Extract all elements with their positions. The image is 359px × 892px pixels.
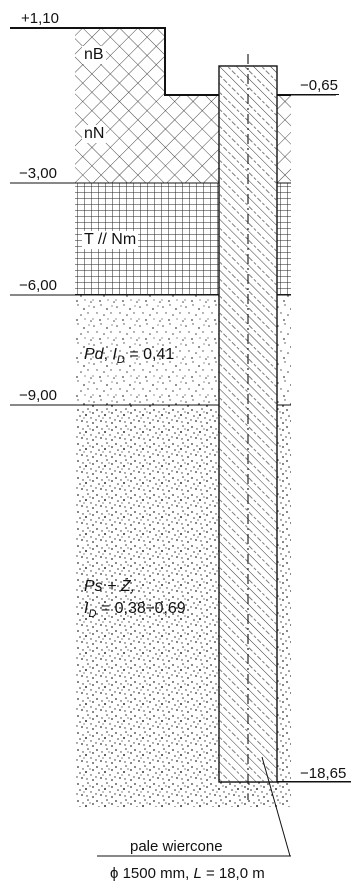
level-underline-top	[10, 27, 70, 28]
pile-spec-diameter: 1500 mm,	[118, 865, 194, 882]
layer-label-T-Nm: T // Nm	[82, 231, 139, 249]
layer-Pd-symbol: I	[112, 346, 117, 363]
layer-Ps-name: Ps + Ż,	[84, 578, 136, 595]
layer-Pd-sep: ,	[103, 346, 113, 363]
level-label-minus-6: −6,00	[19, 277, 57, 294]
layer-Ps-symbol: I	[84, 600, 89, 617]
pile-spec-phi: ϕ	[110, 865, 119, 882]
level-label-minus-9: −9,00	[19, 387, 57, 404]
layer-Pd-subscript: D	[116, 354, 125, 367]
layer-label-nN: nN	[82, 125, 107, 143]
layer-Ps-value: = 0,38÷0,69	[96, 600, 186, 617]
layer-label-nB: nB	[82, 46, 106, 64]
layer-label-Ps-name: Ps + Ż,	[84, 579, 135, 595]
layer-label-Pd: Pd, ID = 0,41	[84, 347, 174, 368]
pile-spec-L: L	[193, 865, 202, 882]
pile-caption-spec: ϕ 1500 mm, L = 18,0 m	[110, 866, 265, 881]
level-label-minus-3: −3,00	[19, 165, 57, 182]
layer-Pd-value: = 0,41	[124, 346, 175, 363]
pile-spec-length: = 18,0 m	[201, 865, 265, 882]
level-label-top: +1,10	[21, 10, 59, 27]
level-label-pile-head: −0,65	[300, 77, 338, 94]
pile-callout-leader	[261, 756, 291, 857]
layer-Ps-subscript: D	[88, 608, 97, 621]
layer-label-Ps-value: ID = 0,38÷0,69	[84, 601, 186, 622]
level-label-pile-toe: −18,65	[300, 765, 347, 782]
layer-Pd-name: Pd	[84, 346, 104, 363]
level-underline-pile-head	[291, 94, 339, 95]
level-underline-pile-toe	[277, 781, 351, 782]
pile-caption-title: pale wiercone	[130, 838, 223, 855]
